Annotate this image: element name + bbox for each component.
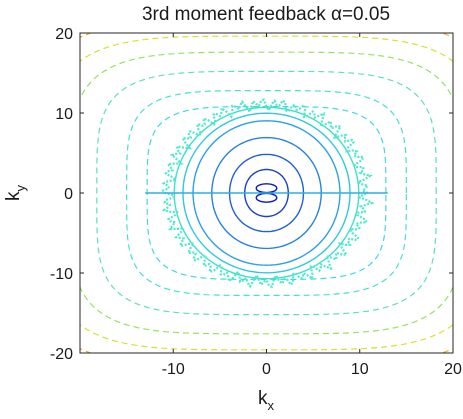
y-tick-label: 20 — [55, 26, 73, 43]
dashed-contour-5 — [80, 35, 453, 351]
y-tick-label: -10 — [50, 266, 73, 283]
x-tick-label: -10 — [162, 361, 185, 378]
x-tick-label: 0 — [262, 361, 271, 378]
dashed-contour-4 — [80, 51, 453, 335]
axis-ticks: -10 0 10 20 -20 -10 0 10 20 — [50, 26, 462, 378]
y-tick-label: -20 — [50, 346, 73, 363]
chart-title: 3rd moment feedback α=0.05 — [142, 4, 390, 25]
x-tick-label: 20 — [444, 361, 462, 378]
contour-lines — [80, 33, 453, 353]
y-axis-label: ky — [3, 185, 28, 202]
dashed-contour-2 — [125, 89, 407, 296]
x-axis-label: kx — [258, 388, 275, 413]
y-tick-label: 10 — [55, 106, 73, 123]
x-tick-label: 10 — [351, 361, 369, 378]
y-tick-label: 0 — [64, 186, 73, 203]
dashed-contour-3 — [96, 70, 437, 316]
